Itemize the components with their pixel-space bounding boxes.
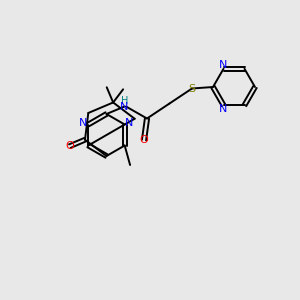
Text: N: N (79, 118, 88, 128)
Text: N: N (125, 118, 134, 128)
Text: H: H (121, 96, 128, 106)
Text: O: O (65, 141, 74, 151)
Text: S: S (188, 83, 196, 94)
Text: N: N (219, 60, 228, 70)
Text: N: N (120, 101, 129, 112)
Text: N: N (219, 104, 228, 114)
Text: O: O (140, 135, 148, 145)
